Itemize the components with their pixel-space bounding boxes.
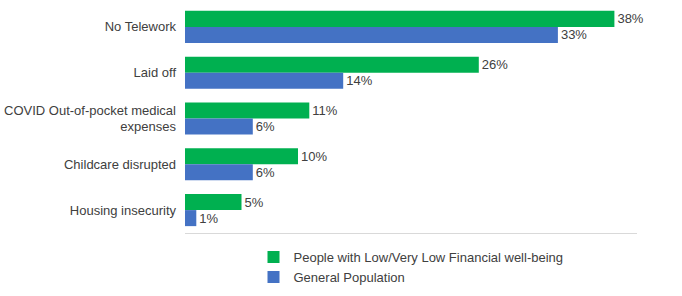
svg-text:No Telework: No Telework <box>105 19 177 34</box>
svg-text:14%: 14% <box>346 73 372 88</box>
svg-text:11%: 11% <box>312 103 337 118</box>
svg-text:COVID Out-of-pocket medicalexp: COVID Out-of-pocket medicalexpenses <box>4 103 176 135</box>
svg-text:Childcare disrupted: Childcare disrupted <box>64 157 176 172</box>
svg-text:38%: 38% <box>617 11 643 26</box>
svg-text:Laid off: Laid off <box>134 65 177 80</box>
svg-text:General Population: General Population <box>294 270 405 285</box>
svg-text:6%: 6% <box>256 119 275 134</box>
svg-text:1%: 1% <box>199 211 218 226</box>
svg-text:6%: 6% <box>256 165 275 180</box>
svg-text:33%: 33% <box>561 27 587 42</box>
svg-text:Housing insecurity: Housing insecurity <box>70 203 177 218</box>
svg-text:26%: 26% <box>482 57 508 72</box>
svg-text:People with Low/Very Low Finan: People with Low/Very Low Financial well-… <box>294 250 564 265</box>
svg-text:5%: 5% <box>245 195 264 210</box>
svg-text:10%: 10% <box>301 149 327 164</box>
